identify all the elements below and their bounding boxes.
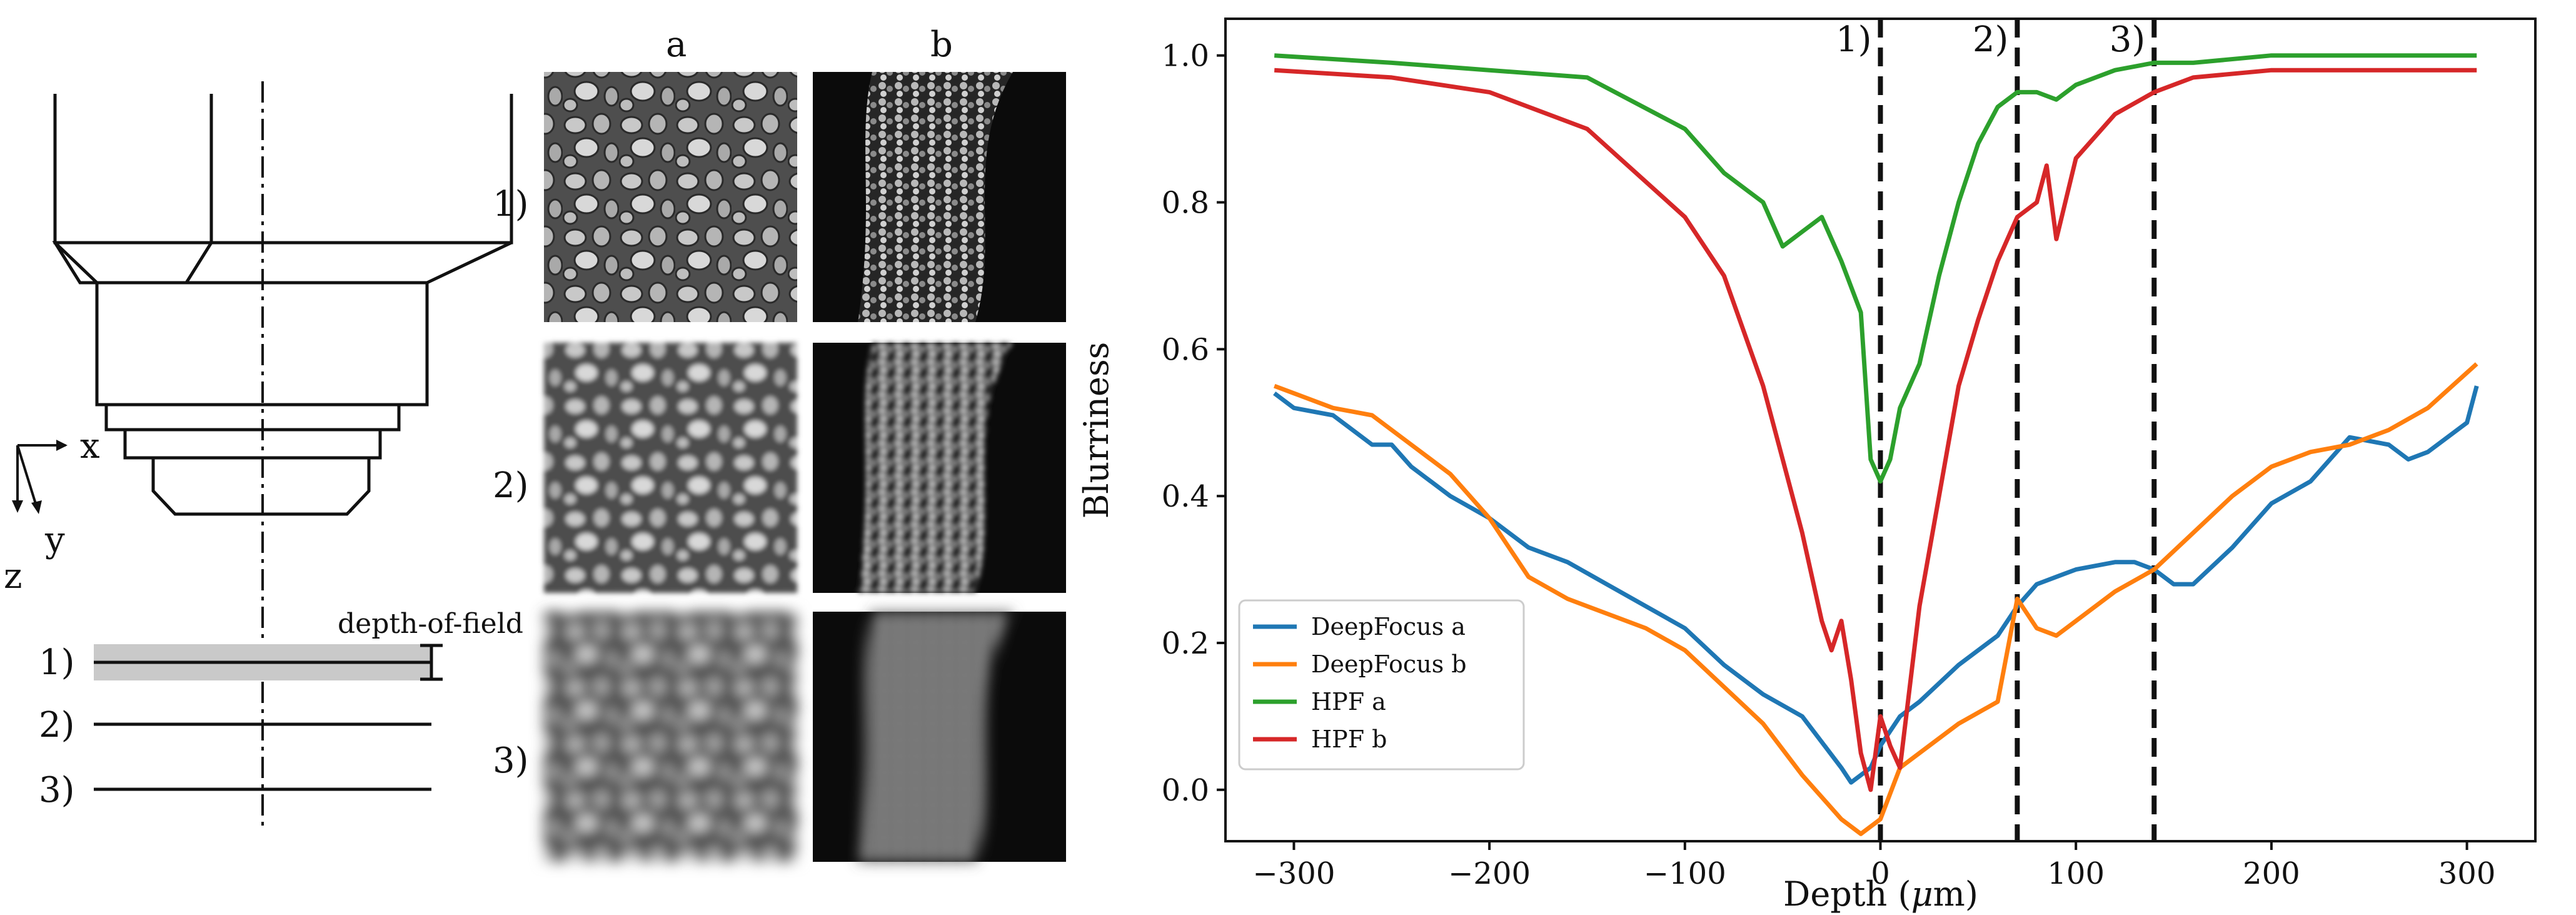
legend-label-3: HPF b bbox=[1311, 725, 1387, 753]
y-tick-label-1: 0.2 bbox=[1162, 626, 1209, 661]
objective-section-2 bbox=[104, 403, 401, 432]
legend-label-1: DeepFocus b bbox=[1311, 650, 1467, 678]
x-tick-label-2: −100 bbox=[1644, 856, 1726, 891]
axis-label-y: y bbox=[44, 520, 65, 560]
dof-marker bbox=[420, 644, 443, 681]
legend-box bbox=[1238, 599, 1525, 771]
chart: 1) 2) 3) −300 −200 −100 0 100 200 300 0.00.20.40… bbox=[1077, 18, 2537, 914]
axis-label-x: x bbox=[80, 426, 100, 467]
series-line-2 bbox=[1274, 53, 2477, 484]
axis-label-z: z bbox=[4, 556, 23, 597]
row-label-1: 1) bbox=[493, 184, 528, 225]
focus-marker-label-3: 3) bbox=[2110, 19, 2145, 60]
objective-tip bbox=[151, 456, 371, 516]
focus-marker-label-1: 1) bbox=[1836, 19, 1871, 60]
x-tick-label-5: 200 bbox=[2243, 856, 2300, 891]
row-label-2: 2) bbox=[493, 465, 528, 506]
y-tick-label-2: 0.4 bbox=[1162, 479, 1209, 514]
legend-label-0: DeepFocus a bbox=[1311, 613, 1466, 640]
focus-marker-label-2: 2) bbox=[1973, 19, 2008, 60]
x-axis-label: Depth (μm) bbox=[1783, 874, 1978, 914]
column-label-b: b bbox=[930, 24, 953, 65]
y-tick-label-4: 0.8 bbox=[1162, 186, 1209, 221]
series-layer bbox=[1273, 53, 2479, 836]
y-tick-label-0: 0.0 bbox=[1162, 773, 1209, 808]
plane-label-3: 3) bbox=[39, 770, 74, 811]
image-b3 bbox=[813, 612, 1066, 862]
series-line-1 bbox=[1273, 362, 2478, 836]
objective-barrel bbox=[53, 94, 213, 245]
y-axis-label: Blurriness bbox=[1077, 342, 1116, 519]
row-label-3: 3) bbox=[493, 741, 528, 781]
objective-taper-fix bbox=[54, 94, 513, 285]
legend-label-2: HPF a bbox=[1311, 688, 1386, 715]
objective-diagram bbox=[52, 94, 429, 516]
image-a3 bbox=[544, 612, 797, 862]
x-tick-label-0: −300 bbox=[1253, 856, 1336, 891]
y-ticks: 0.0 0.2 0.4 0.6 0.8 1.0 bbox=[1162, 39, 1225, 808]
x-tick-label-1: −200 bbox=[1448, 856, 1531, 891]
x-tick-label-6: 300 bbox=[2438, 856, 2496, 891]
image-a1 bbox=[544, 72, 797, 322]
legend: DeepFocus a DeepFocus b HPF a HPF b bbox=[1238, 599, 1525, 771]
image-b1 bbox=[813, 72, 1066, 322]
x-ticks: −300 −200 −100 0 100 200 300 bbox=[1253, 841, 2496, 891]
plane-label-1: 1) bbox=[39, 642, 74, 683]
coordinate-axes bbox=[12, 440, 68, 514]
series-line-3 bbox=[1274, 68, 2477, 792]
dof-label: depth-of-field bbox=[338, 608, 523, 640]
objective-section-3b bbox=[123, 428, 382, 460]
x-tick-label-3: 0 bbox=[1871, 856, 1890, 891]
y-tick-label-5: 1.0 bbox=[1162, 39, 1209, 74]
column-label-a: a bbox=[666, 24, 687, 65]
objective-taper bbox=[52, 241, 214, 285]
image-b2 bbox=[813, 343, 1066, 593]
x-tick-label-4: 100 bbox=[2047, 856, 2105, 891]
plane-label-2: 2) bbox=[39, 705, 74, 746]
series-line-0 bbox=[1273, 385, 2479, 785]
focus-markers: 1) 2) 3) bbox=[1836, 19, 2157, 841]
image-a2 bbox=[544, 343, 797, 593]
y-tick-label-3: 0.6 bbox=[1162, 332, 1209, 367]
